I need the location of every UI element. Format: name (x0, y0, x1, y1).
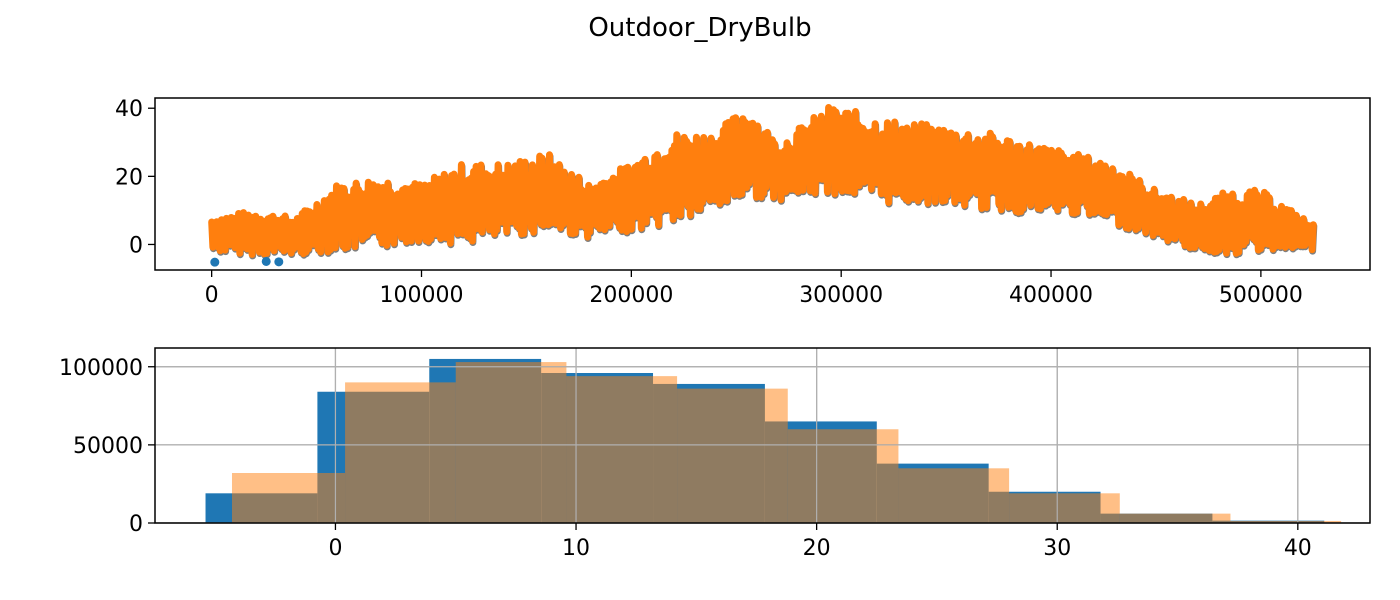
scatter-y-ticks: 0 20 40 (115, 97, 155, 258)
y-tick-label: 0 (129, 233, 143, 258)
y-tick-label: 100000 (59, 356, 143, 381)
histogram-bar-orange (566, 376, 678, 523)
histogram-x-ticks: 0 10 20 30 40 (328, 523, 1312, 561)
scatter-x-ticks: 0 100000 200000 300000 400000 500000 (205, 270, 1303, 308)
histogram-bars-group (155, 348, 1370, 523)
x-tick-label: 0 (205, 283, 219, 308)
y-tick-label: 40 (115, 97, 143, 122)
histogram-bar-orange (677, 388, 788, 523)
figure-title: Outdoor_DryBulb (588, 13, 811, 43)
series-orange-line (208, 104, 1317, 258)
x-tick-label: 30 (1043, 536, 1071, 561)
series-blue-point (210, 257, 220, 267)
y-tick-label: 50000 (73, 434, 143, 459)
series-blue-point (274, 257, 284, 267)
histogram-axes-frame (154, 347, 1371, 524)
histogram-bar-orange (231, 473, 346, 523)
x-tick-label: 400000 (1009, 283, 1093, 308)
x-tick-label: 20 (803, 536, 831, 561)
histogram-bar-orange (1119, 513, 1231, 523)
scatter-series-group (208, 104, 1318, 267)
histogram-bar-orange (1009, 493, 1120, 523)
x-tick-label: 200000 (589, 283, 673, 308)
x-tick-label: 500000 (1219, 283, 1303, 308)
histogram-bar-orange (1230, 520, 1342, 523)
histogram-bar-orange (898, 468, 1010, 523)
y-tick-label: 20 (115, 165, 143, 190)
y-tick-label: 0 (129, 512, 143, 537)
scatter-axes: 0 100000 200000 300000 400000 500000 0 20 40 (115, 97, 1371, 308)
histogram-bar-orange (455, 362, 567, 523)
histogram-y-ticks: 0 50000 100000 (59, 356, 155, 537)
histogram-bar-orange (345, 382, 456, 523)
x-tick-label: 100000 (380, 283, 464, 308)
x-tick-label: 0 (328, 536, 342, 561)
series-blue-point (261, 256, 271, 266)
histogram-bar-orange (787, 429, 899, 523)
histogram-axes: 0 10 20 30 40 0 50000 100000 (59, 347, 1371, 561)
histogram-grid-overlay (155, 348, 1370, 523)
x-tick-label: 40 (1284, 536, 1312, 561)
scatter-axes-frame (154, 97, 1371, 271)
x-tick-label: 10 (562, 536, 590, 561)
x-tick-label: 300000 (799, 283, 883, 308)
